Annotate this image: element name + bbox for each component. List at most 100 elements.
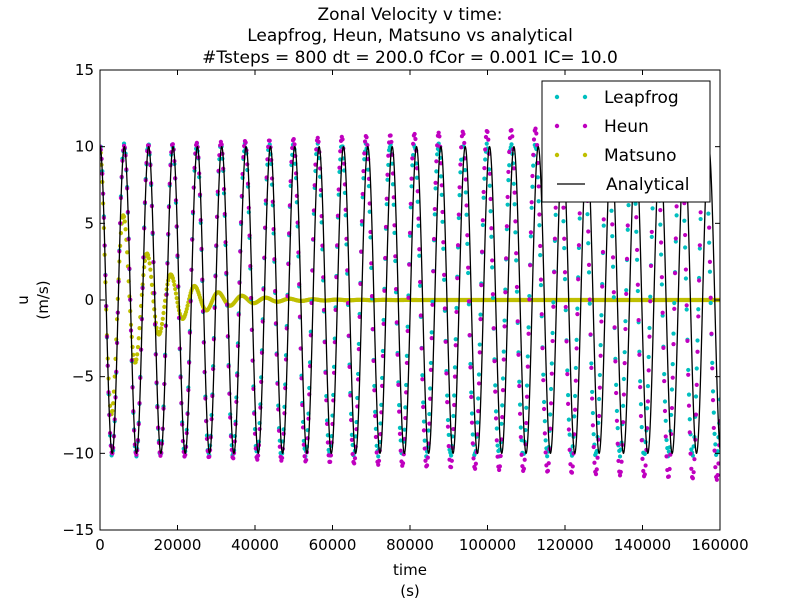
leapfrog-point [566,392,571,398]
heun-point [446,444,451,449]
heun-point [490,292,496,297]
heun-point [369,294,375,299]
leapfrog-point [390,182,396,187]
leapfrog-point [501,349,506,354]
leapfrog-point [669,412,674,418]
leapfrog-point [362,157,367,162]
heun-point [634,247,640,253]
leapfrog-point [463,190,468,195]
leapfrog-point [494,426,499,431]
leapfrog-point [372,383,377,389]
leapfrog-point [462,168,468,173]
leapfrog-point [403,405,408,410]
leapfrog-point [550,330,555,336]
heun-point [525,364,530,369]
heun-point [517,411,523,416]
leapfrog-point [572,414,577,419]
matsuno-point [149,274,154,279]
leapfrog-point [386,162,391,168]
heun-point [648,299,653,304]
leapfrog-point [528,234,534,239]
matsuno-point [147,261,152,266]
leapfrog-point [514,289,520,294]
heun-point [433,180,438,185]
heun-point [530,173,535,179]
leapfrog-point [598,343,603,348]
matsuno-point [159,321,165,327]
heun-point [417,279,423,285]
heun-point [495,454,500,459]
heun-point [459,145,464,150]
heun-point [419,346,424,351]
heun-point [510,134,515,139]
heun-point [566,427,571,432]
heun-point [573,378,578,383]
heun-point [590,423,596,428]
leapfrog-point [488,209,493,214]
heun-point [461,131,466,137]
heun-point [487,171,492,176]
leapfrog-point [482,176,487,181]
heun-point [598,353,603,358]
leapfrog-point [625,227,630,232]
leapfrog-point [638,402,644,407]
heun-point [506,169,511,175]
heun-point [526,331,531,336]
heun-point [695,349,700,354]
analytical-line [100,145,720,455]
leapfrog-point [710,389,716,394]
heun-point [548,426,553,431]
heun-point [395,352,400,357]
leapfrog-point [456,215,461,221]
leapfrog-point [430,299,435,304]
leapfrog-point [698,216,703,222]
leapfrog-point [490,265,495,270]
legend-box [541,80,711,203]
leapfrog-point [518,425,523,430]
heun-point [659,275,664,280]
matsuno-point [114,317,120,322]
matsuno-point [185,303,190,308]
leapfrog-point [565,368,570,373]
heun-point [291,137,296,142]
axis-ticks: 0 20000 40000 60000 80000 100000 120000 140000 1… [62,61,748,554]
leapfrog-point [538,282,544,288]
heun-point [696,278,702,283]
heun-point [610,222,615,227]
heun-point [649,229,654,235]
leapfrog-point [411,152,416,158]
heun-point [445,424,451,429]
leapfrog-point [493,409,499,414]
heun-point [577,211,582,216]
heun-point [328,453,334,458]
leapfrog-point [683,245,688,250]
leapfrog-point [659,282,664,287]
leapfrog-point [713,442,718,447]
leapfrog-point [541,372,546,377]
leapfrog-point [373,409,378,414]
heun-point [561,205,566,210]
heun-point [688,451,693,456]
leapfrog-point [536,199,541,204]
matsuno-point [145,252,151,258]
heun-point [407,262,412,267]
title-line: Zonal Velocity v time: [317,5,502,25]
heun-point [697,243,702,248]
heun-point [562,236,567,241]
legend-label-analytical: Analytical [606,175,689,195]
leapfrog-point [599,313,604,318]
legend: Leapfrog Heun Matsuno Analytical [541,80,711,203]
leapfrog-point [615,426,620,431]
leapfrog-point [349,432,354,437]
heun-point [600,249,606,255]
heun-point [548,401,554,406]
matsuno-point [173,286,178,292]
matsuno-point [135,345,141,350]
leapfrog-point [683,276,689,281]
leapfrog-point [529,205,534,210]
leapfrog-point [525,354,530,359]
heun-point [213,274,218,279]
leapfrog-point [356,341,361,347]
heun-point [497,467,502,473]
x-tick-label: 20000 [154,536,202,554]
